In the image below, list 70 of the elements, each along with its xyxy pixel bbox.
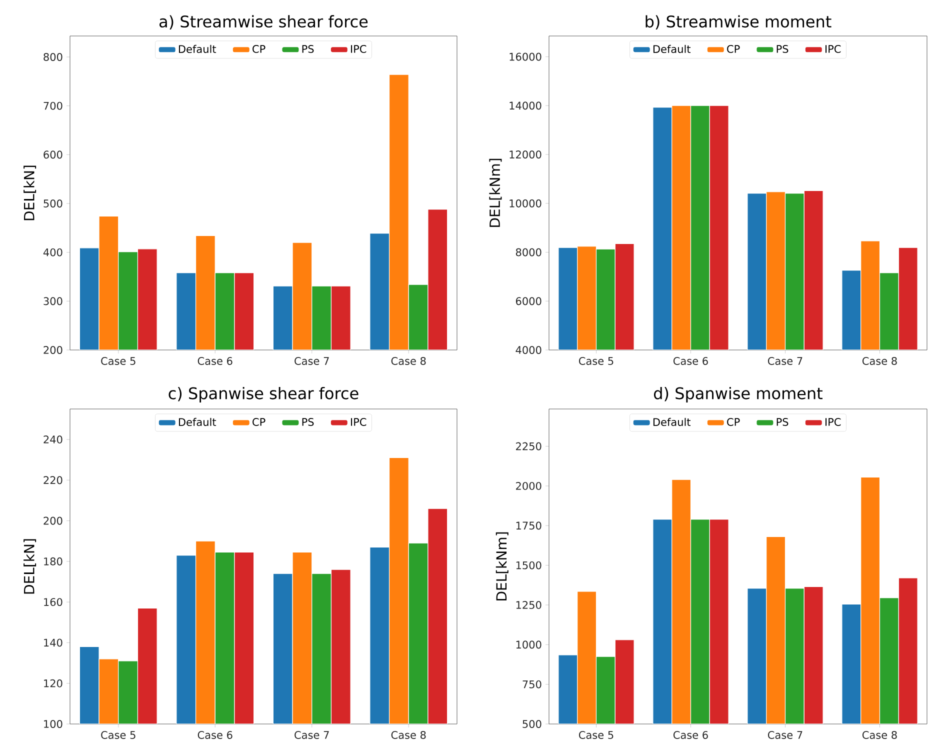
x-tick-label: Case 8 <box>862 731 897 739</box>
x-tick-label: Case 6 <box>198 357 232 365</box>
x-tick-label: Case 5 <box>101 731 136 739</box>
x-tick-label: Case 5 <box>578 357 614 365</box>
chart-title: c) Spanwise shear force <box>168 386 358 402</box>
y-tick-label: 1000 <box>516 640 542 649</box>
x-tick-label: Case 7 <box>768 731 802 739</box>
x-tick-label: Case 6 <box>673 731 708 739</box>
legend-label: CP <box>727 44 740 53</box>
y-tick-label: 16000 <box>510 52 542 61</box>
x-tick-label: Case 7 <box>294 357 329 365</box>
x-tick-label: Case 7 <box>294 731 329 739</box>
y-tick-label: 6000 <box>516 297 542 306</box>
y-tick-label: 500 <box>522 720 542 728</box>
x-tick-label: Case 5 <box>101 357 136 365</box>
legend-label: IPC <box>351 44 366 53</box>
y-tick-label: 200 <box>44 346 62 354</box>
legend-label: Default <box>653 418 691 426</box>
legend-label: CP <box>252 418 266 426</box>
y-axis-title: DEL[kN] <box>24 539 36 594</box>
y-tick-label: 700 <box>44 102 62 110</box>
y-tick-label: 1250 <box>516 600 542 609</box>
x-tick-label: Case 8 <box>862 357 897 365</box>
legend-label: IPC <box>351 418 366 426</box>
chart-title: a) Streamwise shear force <box>160 15 368 30</box>
legend-label: PS <box>776 418 788 426</box>
y-tick-label: 4000 <box>516 346 542 354</box>
legend-label: CP <box>727 418 740 426</box>
y-tick-label: 300 <box>44 297 62 306</box>
y-tick-label: 750 <box>522 680 542 688</box>
y-tick-label: 2000 <box>516 482 542 490</box>
y-tick-label: 1750 <box>516 522 542 530</box>
y-tick-label: 600 <box>44 150 62 159</box>
legend-label: Default <box>178 418 216 426</box>
x-tick-label: Case 5 <box>578 731 614 739</box>
chart-title: b) Streamwise moment <box>646 15 832 30</box>
y-tick-label: 400 <box>43 248 62 256</box>
legend-label: CP <box>252 44 266 53</box>
y-tick-label: 240 <box>44 435 62 444</box>
y-axis-title: DEL[kN] <box>24 166 36 220</box>
legend-label: IPC <box>826 418 841 426</box>
x-tick-label: Case 6 <box>673 357 708 365</box>
y-tick-label: 120 <box>44 679 62 688</box>
x-tick-label: Case 6 <box>198 731 232 739</box>
y-axis-title: DEL[kNm] <box>489 158 502 227</box>
chart-title: d) Spanwise moment <box>654 386 823 402</box>
y-tick-label: 200 <box>44 516 62 525</box>
legend-label: PS <box>302 418 314 426</box>
y-tick-label: 100 <box>44 720 62 728</box>
y-tick-label: 1500 <box>516 561 542 570</box>
y-tick-label: 180 <box>44 557 62 566</box>
legend-label: PS <box>302 44 314 53</box>
y-tick-label: 500 <box>44 200 62 208</box>
y-axis-title: DEL[kNm] <box>496 532 508 600</box>
x-tick-label: Case 8 <box>391 731 426 739</box>
y-tick-label: 220 <box>44 476 62 484</box>
y-tick-label: 10000 <box>510 199 542 208</box>
y-tick-label: 8000 <box>516 248 542 256</box>
legend-label: PS <box>776 44 788 53</box>
y-tick-label: 140 <box>44 638 62 647</box>
y-tick-label: 2250 <box>516 442 542 450</box>
y-tick-label: 160 <box>44 598 62 606</box>
legend-label: IPC <box>826 44 841 53</box>
y-tick-label: 800 <box>44 53 62 61</box>
y-tick-label: 14000 <box>510 102 542 110</box>
legend-label: Default <box>178 44 216 54</box>
legend-label: Default <box>653 44 691 54</box>
y-tick-label: 12000 <box>510 150 542 158</box>
x-tick-label: Case 8 <box>391 357 426 365</box>
x-tick-label: Case 7 <box>768 357 802 365</box>
